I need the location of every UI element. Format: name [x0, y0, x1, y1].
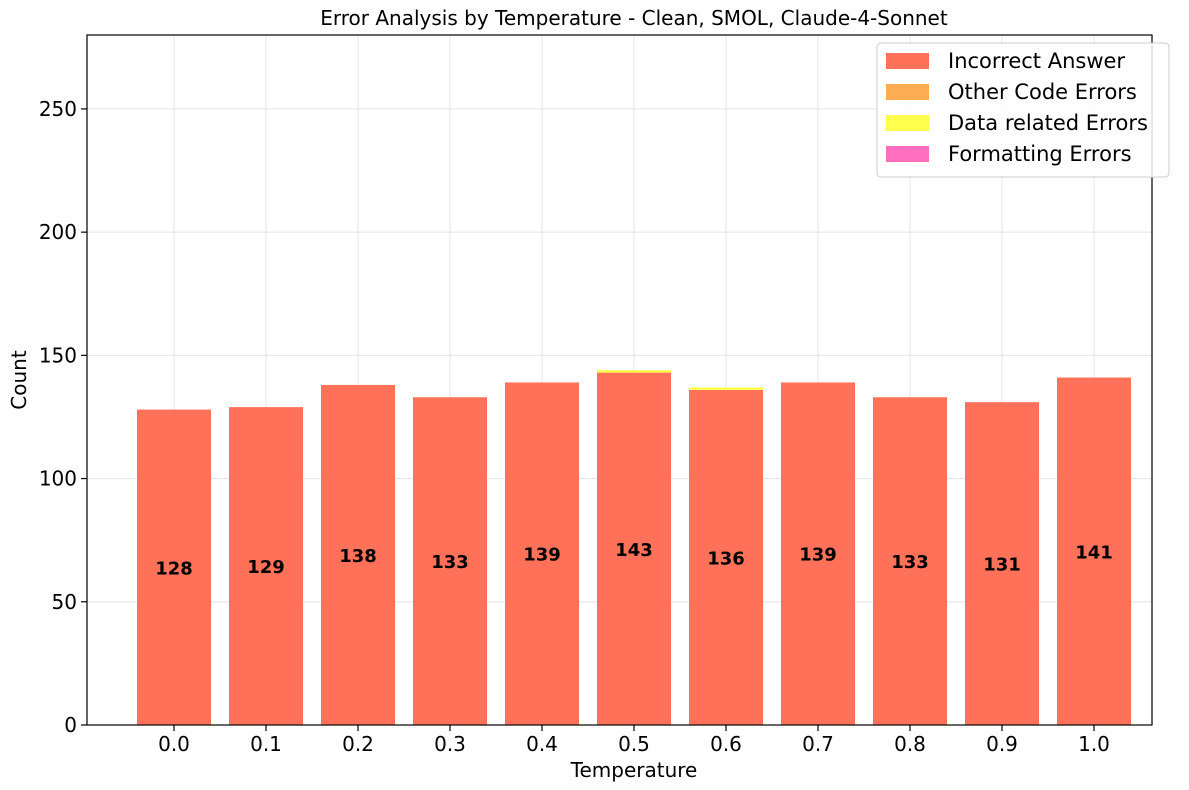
x-tick-label: 0.0	[158, 732, 190, 756]
bars	[137, 370, 1131, 725]
y-tick-label: 200	[39, 220, 77, 244]
legend-label: Data related Errors	[948, 111, 1148, 135]
legend-swatch	[886, 115, 929, 131]
bar-value-label: 139	[799, 545, 837, 566]
legend-label: Formatting Errors	[948, 142, 1132, 166]
bar-segment	[597, 372, 671, 725]
x-tick-label: 0.1	[250, 732, 282, 756]
bar-value-label: 133	[431, 552, 469, 573]
bar-value-label: 143	[615, 540, 653, 561]
bar-value-label: 129	[247, 557, 285, 578]
legend-swatch	[886, 53, 929, 69]
legend: Incorrect Answer Other Code Errors Data re…	[876, 42, 1170, 178]
bar-value-label: 139	[523, 545, 561, 566]
y-tick-label: 100	[39, 467, 77, 491]
bar-value-label: 138	[339, 546, 377, 567]
bar-segment	[965, 402, 1039, 725]
bar-segment	[873, 397, 947, 725]
bar-value-label: 128	[155, 558, 193, 579]
x-tick-label: 0.7	[802, 732, 834, 756]
plot-frame	[86, 34, 1153, 726]
y-tick-label: 250	[39, 97, 77, 121]
bar-segment	[689, 387, 763, 390]
x-tick-label: 0.2	[342, 732, 374, 756]
x-tick-label: 0.8	[894, 732, 926, 756]
bar-segment	[321, 384, 395, 725]
x-axis-title: Temperature	[570, 758, 698, 782]
legend-label: Incorrect Answer	[948, 49, 1125, 73]
bar-segment	[597, 370, 671, 373]
x-tick-label: 1.0	[1078, 732, 1110, 756]
x-tick-label: 0.9	[986, 732, 1018, 756]
y-tick-label: 150	[39, 343, 77, 367]
legend-swatch	[886, 84, 929, 100]
x-axis-ticks: 0.0 0.1 0.2 0.3 0.4 0.5 0.6 0.7 0.8 0.9 1.0	[158, 725, 1110, 756]
x-tick-label: 0.4	[526, 732, 558, 756]
y-axis-title: Count	[7, 350, 31, 410]
y-tick-label: 50	[52, 590, 77, 614]
bar-segment	[505, 382, 579, 725]
bar-labels: 128 129 138 133 139 143 136 139 133 131 141	[155, 540, 1113, 579]
bar-segment	[137, 409, 211, 725]
bar-segment	[689, 389, 763, 725]
y-tick-label: 0	[64, 713, 77, 737]
legend-frame	[876, 42, 1170, 178]
x-tick-label: 0.3	[434, 732, 466, 756]
bar-value-label: 133	[891, 552, 929, 573]
x-tick-label: 0.5	[618, 732, 650, 756]
bar-segment	[1057, 377, 1131, 725]
bar-value-label: 141	[1075, 542, 1113, 563]
bar-segment	[413, 397, 487, 725]
x-tick-label: 0.6	[710, 732, 742, 756]
y-axis-ticks: 0 50 100 150 200 250	[39, 97, 87, 737]
bar-value-label: 136	[707, 548, 745, 569]
legend-swatch	[886, 146, 929, 162]
bar-segment	[781, 382, 855, 725]
chart-title: Error Analysis by Temperature - Clean, S…	[320, 6, 948, 30]
legend-label: Other Code Errors	[948, 80, 1137, 104]
bar-segment	[229, 407, 303, 725]
bar-value-label: 131	[983, 555, 1021, 576]
